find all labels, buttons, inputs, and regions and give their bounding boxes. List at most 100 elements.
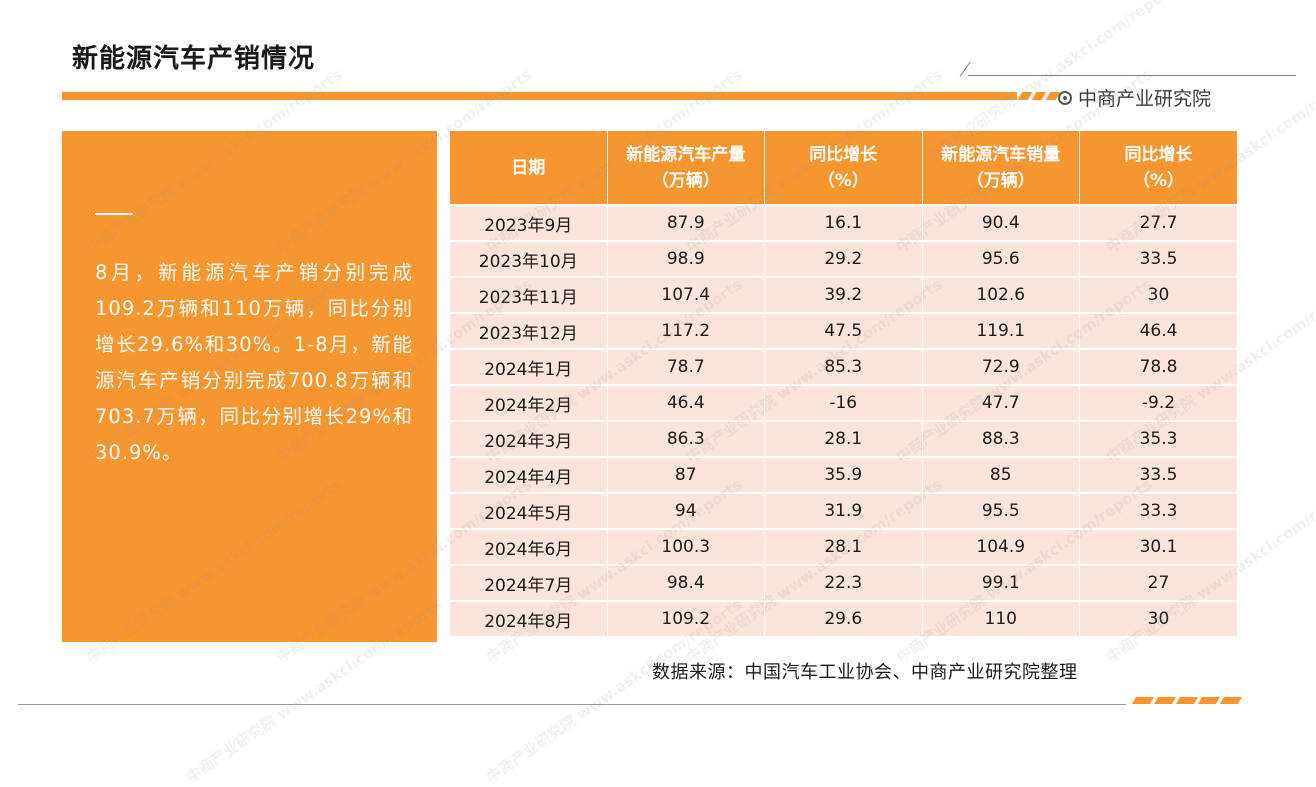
cell-date: 2023年12月: [450, 312, 608, 349]
summary-text: 8月，新能源汽车产销分别完成109.2万辆和110万辆，同比分别增长29.6%和…: [95, 261, 413, 464]
cell-sales: 119.1: [922, 312, 1080, 349]
cell-production-yoy: 35.9: [764, 456, 923, 493]
cell-sales-yoy: 33.5: [1079, 456, 1237, 493]
header-sales: 新能源汽车销量 （万辆）: [922, 131, 1080, 205]
header-divider-line: [968, 75, 1296, 76]
header-sales-label: 新能源汽车销量: [941, 144, 1061, 165]
header-sales-yoy-unit: （%）: [1132, 170, 1185, 191]
cell-production-yoy: 29.2: [764, 240, 923, 277]
cell-production: 98.4: [607, 564, 765, 601]
cell-date: 2023年11月: [450, 276, 608, 313]
footer-divider-line: [18, 704, 1126, 705]
header-date-label: 日期: [511, 157, 546, 178]
header-production-unit: （万辆）: [651, 170, 720, 191]
cell-date: 2024年5月: [450, 492, 608, 529]
cell-date: 2023年9月: [450, 204, 608, 241]
table-row: 2024年3月 86.3 28.1 88.3 35.3: [450, 420, 1237, 457]
cell-sales-yoy: 27: [1079, 564, 1237, 601]
data-table: 日期 新能源汽车产量 （万辆） 同比增长 （%） 新能源汽车销量 （万辆） 同比…: [450, 131, 1237, 636]
cell-sales: 95.6: [922, 240, 1080, 277]
table-row: 2024年4月 87 35.9 85 33.5: [450, 456, 1237, 493]
table-row: 2024年7月 98.4 22.3 99.1 27: [450, 564, 1237, 601]
table-row: 2024年8月 109.2 29.6 110 30: [450, 600, 1237, 636]
header-sales-yoy: 同比增长 （%）: [1079, 131, 1237, 205]
cell-production: 78.7: [607, 348, 765, 385]
header-production-yoy-unit: （%）: [817, 170, 869, 191]
cell-production: 87: [607, 456, 765, 493]
cell-date: 2024年2月: [450, 384, 608, 421]
cell-date: 2024年6月: [450, 528, 608, 565]
table-header-row: 日期 新能源汽车产量 （万辆） 同比增长 （%） 新能源汽车销量 （万辆） 同比…: [450, 131, 1237, 205]
cell-sales-yoy: 33.5: [1079, 240, 1237, 277]
cell-sales: 90.4: [922, 204, 1080, 241]
cell-sales: 102.6: [922, 276, 1080, 313]
cell-sales: 104.9: [922, 528, 1080, 565]
cell-production: 100.3: [607, 528, 765, 565]
cell-production: 46.4: [607, 384, 765, 421]
cell-sales: 99.1: [922, 564, 1080, 601]
header-stripes: [1017, 92, 1061, 100]
cell-production-yoy: 47.5: [764, 312, 923, 349]
cell-production-yoy: 31.9: [764, 492, 923, 529]
cell-sales: 72.9: [922, 348, 1080, 385]
cell-production-yoy: 29.6: [764, 600, 923, 636]
table-row: 2023年11月 107.4 39.2 102.6 30: [450, 276, 1237, 313]
cell-date: 2024年8月: [450, 600, 608, 636]
source-note: 数据来源：中国汽车工业协会、中商产业研究院整理: [652, 662, 1078, 683]
cell-sales-yoy: 46.4: [1079, 312, 1237, 349]
cell-production: 98.9: [607, 240, 765, 277]
cell-date: 2023年10月: [450, 240, 608, 277]
cell-sales: 95.5: [922, 492, 1080, 529]
cell-sales-yoy: 27.7: [1079, 204, 1237, 241]
cell-sales-yoy: 30.1: [1079, 528, 1237, 565]
header-sales-unit: （万辆）: [966, 170, 1035, 191]
cell-production-yoy: 28.1: [764, 528, 923, 565]
table-row: 2024年6月 100.3 28.1 104.9 30.1: [450, 528, 1237, 565]
table-row: 2023年10月 98.9 29.2 95.6 33.5: [450, 240, 1237, 277]
cell-production: 86.3: [607, 420, 765, 457]
header-date: 日期: [450, 131, 608, 205]
cell-date: 2024年4月: [450, 456, 608, 493]
brand-name: 中商产业研究院: [1078, 88, 1212, 110]
header-accent-bar: [62, 92, 1017, 100]
cell-sales: 88.3: [922, 420, 1080, 457]
cell-sales-yoy: 35.3: [1079, 420, 1237, 457]
cell-sales: 110: [922, 600, 1080, 636]
cell-production-yoy: 28.1: [764, 420, 923, 457]
brand-logo: 中商产业研究院: [1058, 84, 1211, 111]
footer-stripes: [1131, 697, 1243, 704]
cell-date: 2024年1月: [450, 348, 608, 385]
cell-sales: 85: [922, 456, 1080, 493]
cell-sales-yoy: 30: [1079, 276, 1237, 313]
cell-production: 107.4: [607, 276, 765, 313]
cell-date: 2024年7月: [450, 564, 608, 601]
cell-sales-yoy: 78.8: [1079, 348, 1237, 385]
cell-production: 109.2: [607, 600, 765, 636]
table-row: 2023年12月 117.2 47.5 119.1 46.4: [450, 312, 1237, 349]
cell-sales-yoy: 33.3: [1079, 492, 1237, 529]
header-production-yoy: 同比增长 （%）: [764, 131, 923, 205]
table-row: 2024年1月 78.7 85.3 72.9 78.8: [450, 348, 1237, 385]
cell-sales-yoy: 30: [1079, 600, 1237, 636]
target-circle-icon: [1058, 90, 1072, 105]
header-sales-yoy-label: 同比增长: [1124, 144, 1193, 165]
cell-production-yoy: 22.3: [764, 564, 923, 601]
cell-sales: 47.7: [922, 384, 1080, 421]
table-body: 2023年9月 87.9 16.1 90.4 27.7 2023年10月 98.9 29.2 9…: [450, 204, 1237, 636]
table-row: 2024年5月 94 31.9 95.5 33.3: [450, 492, 1237, 529]
cell-production-yoy: 39.2: [764, 276, 923, 313]
page-title: 新能源汽车产销情况: [72, 44, 316, 74]
cell-production-yoy: 16.1: [764, 204, 923, 241]
cell-production: 94: [607, 492, 765, 529]
cell-sales-yoy: -9.2: [1079, 384, 1237, 421]
cell-date: 2024年3月: [450, 420, 608, 457]
summary-divider: [95, 213, 133, 215]
cell-production-yoy: 85.3: [764, 348, 923, 385]
table-row: 2024年2月 46.4 -16 47.7 -9.2: [450, 384, 1237, 421]
table-row: 2023年9月 87.9 16.1 90.4 27.7: [450, 204, 1237, 241]
cell-production: 87.9: [607, 204, 765, 241]
cell-production-yoy: -16: [764, 384, 923, 421]
header-production: 新能源汽车产量 （万辆）: [607, 131, 765, 205]
cell-production: 117.2: [607, 312, 765, 349]
summary-panel: 8月，新能源汽车产销分别完成109.2万辆和110万辆，同比分别增长29.6%和…: [62, 131, 437, 642]
